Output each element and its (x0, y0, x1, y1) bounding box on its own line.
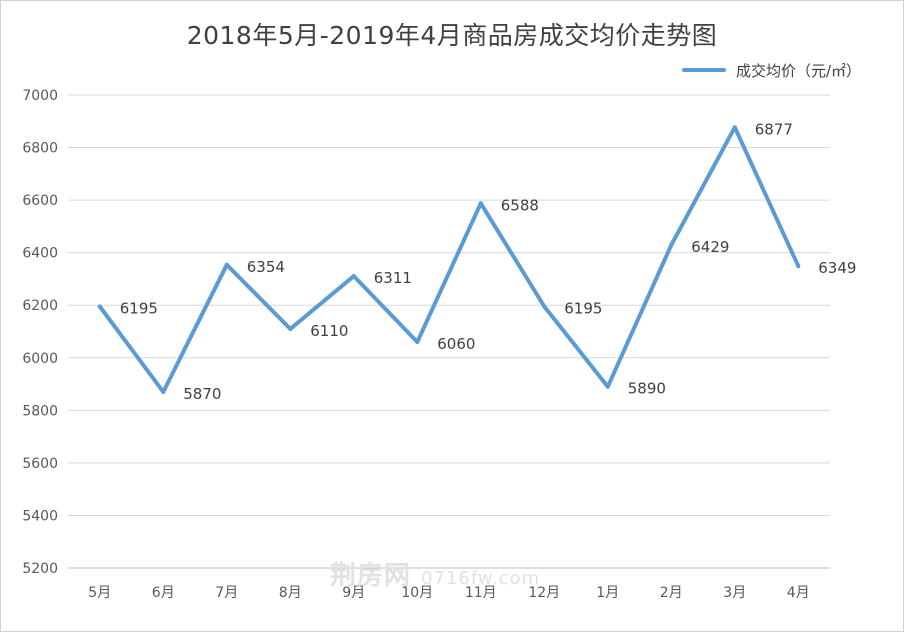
y-tick-label: 7000 (22, 88, 58, 104)
data-label: 6354 (247, 258, 285, 276)
data-label: 6877 (755, 120, 793, 138)
gridlines (68, 94, 830, 569)
data-label: 6195 (120, 300, 158, 318)
data-point (288, 326, 293, 331)
x-tick-label: 10月 (401, 585, 433, 601)
data-point (542, 304, 547, 309)
x-tick-label: 11月 (465, 585, 497, 601)
watermark: 荆房网 0716fw.com (330, 555, 540, 592)
y-tick-label: 5400 (22, 508, 58, 524)
x-tick-label: 7月 (215, 585, 238, 601)
chart-title: 2018年5月-2019年4月商品房成交均价走势图 (186, 21, 718, 50)
x-tick-label: 5月 (88, 585, 111, 601)
data-label: 6060 (437, 335, 475, 353)
data-point (478, 201, 483, 206)
y-tick-label: 6600 (22, 193, 58, 209)
watermark-brand: 荆房网 (330, 561, 412, 591)
y-tick-label: 5800 (22, 403, 58, 419)
data-label: 6195 (564, 300, 602, 318)
data-label: 6311 (374, 269, 412, 287)
y-tick-label: 5200 (22, 561, 58, 577)
x-tick-label: 9月 (342, 585, 365, 601)
x-tick-label: 1月 (596, 585, 619, 601)
x-tick-label: 2月 (660, 585, 683, 601)
x-tick-label: 8月 (279, 585, 302, 601)
y-tick-label: 6400 (22, 246, 58, 262)
y-tick-label: 6000 (22, 351, 58, 367)
data-labels: 6195 5870 6354 6110 6311 6060 6588 6195 5890 6429… (120, 120, 857, 403)
data-point (415, 340, 420, 345)
y-tick-label: 5600 (22, 456, 58, 472)
data-point (351, 274, 356, 279)
data-label: 6349 (818, 259, 856, 277)
y-tick-label: 6800 (22, 141, 58, 157)
data-point (161, 389, 166, 394)
data-label: 6110 (310, 322, 348, 340)
x-tick-label: 3月 (723, 585, 746, 601)
watermark-site: 0716fw.com (421, 568, 541, 589)
data-point (796, 264, 801, 269)
y-axis: 5200 5400 5600 5800 6000 6200 6400 6600 6800 7000 (22, 88, 58, 577)
data-point (669, 243, 674, 248)
data-label: 5890 (628, 380, 666, 398)
data-point (224, 262, 229, 267)
data-point (732, 125, 737, 130)
y-tick-label: 6200 (22, 298, 58, 314)
x-axis: 5月 6月 7月 8月 9月 10月 11月 12月 1月 2月 3月 4月 (88, 585, 809, 601)
data-point (605, 384, 610, 389)
series (97, 125, 801, 394)
x-tick-label: 4月 (787, 585, 810, 601)
legend-label: 成交均价（元/㎡） (736, 61, 862, 80)
legend-swatch (682, 68, 726, 72)
data-label: 6588 (501, 196, 539, 214)
data-label: 5870 (183, 385, 221, 403)
legend: 成交均价（元/㎡） (682, 60, 861, 80)
x-tick-label: 12月 (528, 585, 560, 601)
series-line (97, 125, 801, 394)
data-point (97, 304, 102, 309)
data-label: 6429 (691, 238, 729, 256)
x-tick-label: 6月 (152, 585, 175, 601)
